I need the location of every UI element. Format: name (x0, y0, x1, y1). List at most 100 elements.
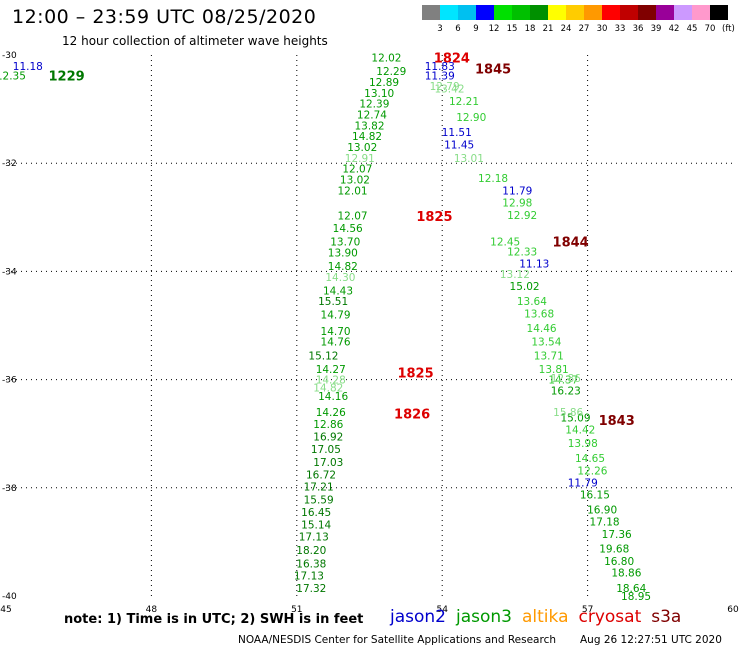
wave-height-point: 13.54 (531, 337, 561, 349)
wave-height-point: 12.90 (456, 112, 486, 124)
wave-height-point: 15.09 (560, 412, 590, 424)
wave-height-point: 16.72 (306, 469, 336, 481)
wave-height-point: 15.59 (304, 495, 334, 507)
wave-height-point: 14.26 (316, 407, 346, 419)
legend-entry-jason3: jason3 (456, 607, 512, 627)
pass-time-label: 1845 (475, 63, 511, 78)
colorbar-label: 30 (597, 24, 608, 34)
legend-entry-cryosat: cryosat (578, 607, 642, 627)
chart-subtitle: 12 hour collection of altimeter wave hei… (62, 34, 328, 48)
colorbar-label: 6 (455, 24, 460, 34)
wave-height-point: 12.18 (478, 173, 508, 185)
wave-height-point: 14.16 (318, 391, 348, 403)
wave-height-point: 14.70 (321, 326, 351, 338)
wave-height-point: 19.68 (599, 543, 629, 555)
wave-height-point: 13.10 (364, 88, 394, 100)
pass-time-label: 1826 (394, 408, 430, 423)
wave-height-point: 18.64 (616, 583, 646, 595)
wave-height-point: 14.27 (316, 364, 346, 376)
wave-height-point: 11.18 (13, 61, 43, 73)
colorbar-label: 70 (705, 24, 716, 34)
wave-height-point: 13.64 (517, 296, 547, 308)
wave-height-point: 16.23 (551, 385, 581, 397)
wave-height-point: 12.91 (345, 153, 375, 165)
wave-height-point: 16.45 (301, 507, 331, 519)
wave-height-point: 12.33 (507, 246, 537, 258)
colorbar-label: 36 (633, 24, 644, 34)
pass-time-label: 1844 (553, 236, 589, 251)
x-tick-label: 54 (436, 605, 448, 615)
wave-height-point: 14.65 (575, 453, 605, 465)
colorbar-swatch (674, 5, 692, 20)
wave-height-point: 18.86 (611, 568, 641, 580)
colorbar-swatch (566, 5, 584, 20)
wave-height-point: 12.98 (502, 198, 532, 210)
wave-height-point: 18.95 (621, 591, 651, 603)
colorbar-swatch (494, 5, 512, 20)
wave-height-point: 14.56 (333, 223, 363, 235)
plot-grid (6, 55, 733, 596)
wave-height-point: 13.02 (340, 174, 370, 186)
legend-entry-s3a: s3a (651, 607, 682, 627)
wave-height-point: 12.86 (313, 419, 343, 431)
wave-height-point: 17.21 (304, 482, 334, 494)
colorbar-swatch (692, 5, 710, 20)
wave-height-point: 12.92 (507, 210, 537, 222)
wave-height-point: 15.86 (553, 407, 583, 419)
wave-height-point: 12.29 (376, 66, 406, 78)
y-tick-label: -36 (2, 376, 17, 386)
colorbar-label: 18 (525, 24, 536, 34)
y-tick-label: -30 (2, 51, 17, 61)
wave-height-point: 12.79 (430, 81, 460, 93)
wave-height-point: 12.07 (338, 211, 368, 223)
chart-title: 12:00 – 23:59 UTC 08/25/2020 (12, 6, 317, 28)
legend-entry-jason2: jason2 (390, 607, 446, 627)
wave-height-point: 15.14 (301, 520, 331, 532)
wave-height-point: 12.21 (449, 96, 479, 108)
colorbar-swatch (548, 5, 566, 20)
wave-height-point: 16.90 (587, 504, 617, 516)
wave-height-point: 11.83 (425, 61, 455, 73)
colorbar-swatch (710, 5, 728, 20)
colorbar-label: 24 (561, 24, 572, 34)
colorbar-unit: (ft) (722, 24, 735, 34)
colorbar-label: 45 (687, 24, 698, 34)
wave-height-point: 11.45 (444, 139, 474, 151)
wave-height-point: 16.80 (604, 556, 634, 568)
wave-height-point: 14.76 (321, 337, 351, 349)
pass-time-label: 1825 (397, 367, 433, 382)
wave-height-point: 12.07 (342, 164, 372, 176)
wave-height-point: 12.35 (0, 71, 26, 83)
wave-height-point: 18.20 (296, 545, 326, 557)
y-tick-label: -40 (2, 592, 17, 602)
x-tick-label: 57 (582, 605, 593, 615)
pass-time-label: 1843 (599, 414, 635, 429)
wave-height-point: 14.37 (548, 375, 578, 387)
wave-height-point: 11.13 (519, 258, 549, 270)
colorbar-swatch (476, 5, 494, 20)
wave-height-point: 17.03 (313, 457, 343, 469)
wave-height-point: 13.90 (328, 247, 358, 259)
satellite-legend: jason2 jason3 altika cryosat s3a (390, 607, 691, 627)
wave-height-point: 15.12 (308, 350, 338, 362)
wave-height-point: 12.01 (338, 185, 368, 197)
wave-height-point: 11.79 (568, 477, 598, 489)
colorbar-label: 3 (437, 24, 442, 34)
wave-height-point: 13.01 (454, 153, 484, 165)
wave-height-point: 13.70 (330, 237, 360, 249)
wave-height-point: 13.42 (434, 84, 464, 96)
wave-height-point: 16.38 (296, 559, 326, 571)
wave-height-point: 13.81 (539, 364, 569, 376)
colorbar-swatch (422, 5, 440, 20)
colorbar-label: 9 (473, 24, 478, 34)
wave-height-point: 17.13 (294, 570, 324, 582)
colorbar-label: 12 (489, 24, 500, 34)
wave-height-point: 17.18 (590, 516, 620, 528)
y-tick-label: -32 (2, 159, 17, 169)
colorbar-label: 42 (669, 24, 680, 34)
wave-height-point: 17.36 (602, 529, 632, 541)
colorbar-label: 15 (507, 24, 518, 34)
colorbar-swatch (440, 5, 458, 20)
